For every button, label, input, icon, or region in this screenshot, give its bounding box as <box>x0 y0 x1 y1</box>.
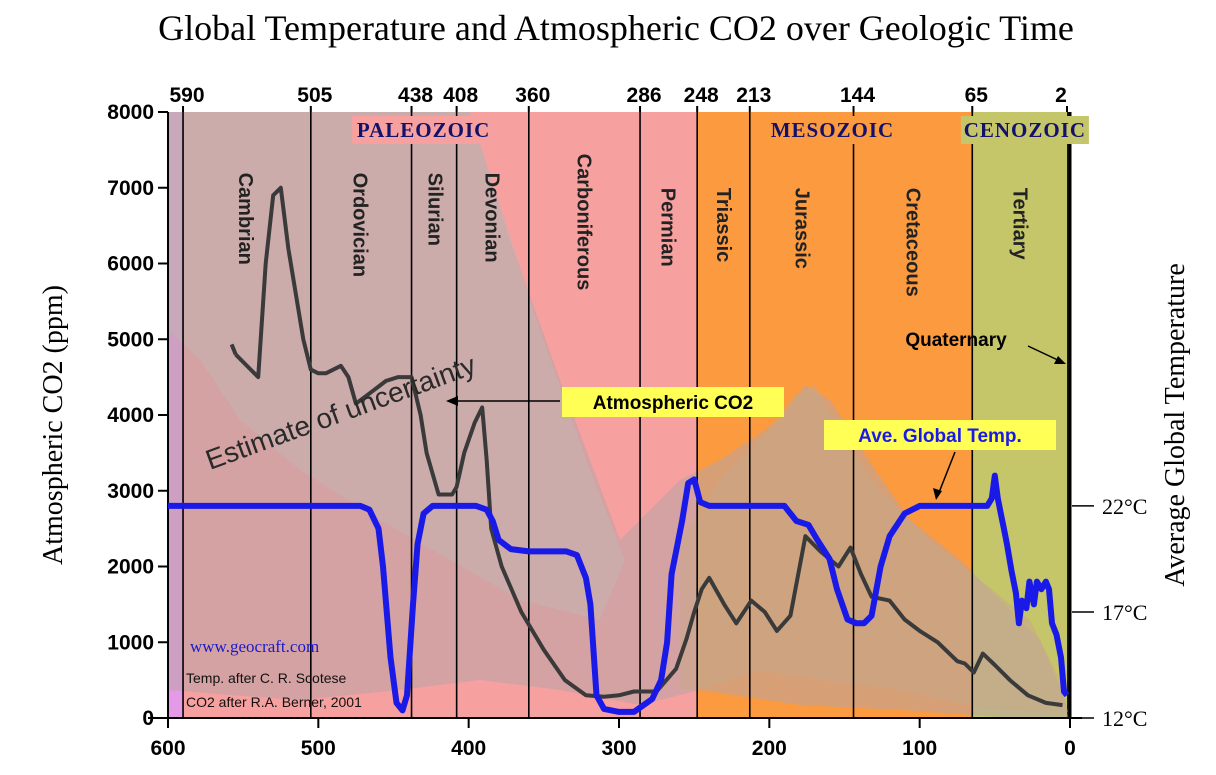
temp-arrow <box>937 451 956 496</box>
y-tick-label: 0 <box>142 707 154 730</box>
x-tick-label: 300 <box>601 737 636 760</box>
x-ticks: 600 500 400 300 200 100 0 <box>150 718 1076 760</box>
period-label-permian: Permian <box>657 188 679 267</box>
credit-temp: Temp. after C. R. Scotese <box>186 670 346 686</box>
period-label-silurian: Silurian <box>424 173 446 246</box>
credit-co2: CO2 after R.A. Berner, 2001 <box>186 694 362 710</box>
x-tick-label: 200 <box>752 737 787 760</box>
x-tick-label: 0 <box>1064 737 1076 760</box>
period-label-cretaceous: Cretaceous <box>902 188 924 297</box>
top-tick-label: 286 <box>627 84 662 107</box>
y-axis-title: Atmospheric CO2 (ppm) <box>38 285 69 565</box>
top-tick-label: 65 <box>965 84 989 107</box>
quaternary-label: Quaternary <box>905 330 1007 351</box>
top-tick-label: 2 <box>1055 84 1067 107</box>
credit-url: www.geocraft.com <box>190 637 319 656</box>
top-tick-label: 248 <box>684 84 719 107</box>
temp-label: Ave. Global Temp. <box>858 426 1022 447</box>
y-tick-label: 8000 <box>107 101 154 124</box>
era-label-paleozoic: PALEOZOIC <box>357 118 490 142</box>
top-tick-label: 438 <box>398 84 433 107</box>
era-label-group: MESOZOIC <box>768 116 897 144</box>
y-tick-label: 4000 <box>107 404 154 427</box>
x-tick-label: 400 <box>451 737 486 760</box>
temp-ticks: 22°C 17°C 12°C <box>1072 494 1147 731</box>
era-label-bg <box>960 116 1089 144</box>
period-label-ordovician: Ordovician <box>348 173 370 277</box>
y2-axis-title: Average Global Temperature <box>1160 263 1191 587</box>
co2-label: Atmospheric CO2 <box>593 393 753 414</box>
uncertainty-band-upper <box>168 112 625 620</box>
temp-series-line <box>168 472 1070 715</box>
y-tick-label: 6000 <box>107 253 154 276</box>
x-tick-label: 500 <box>301 737 336 760</box>
y-tick-label: 7000 <box>107 177 154 200</box>
era-labels: PALEOZOIC MESOZOIC CENOZOIC <box>352 116 1089 144</box>
y-tick-label: 5000 <box>107 328 154 351</box>
temp-tick-label: 22°C <box>1102 494 1147 519</box>
era-label-mesozoic: MESOZOIC <box>771 118 895 142</box>
period-label-jurassic: Jurassic <box>790 188 812 269</box>
period-label-carboniferous: Carboniferous <box>572 154 594 291</box>
band-quaternary <box>1066 112 1070 718</box>
x-tick-label: 100 <box>902 737 937 760</box>
co2-start-hook <box>229 343 238 356</box>
top-tick-label: 144 <box>840 84 875 107</box>
temp-tick-label: 12°C <box>1102 706 1147 731</box>
temp-label-box <box>824 420 1056 450</box>
top-tick-label: 590 <box>170 84 205 107</box>
top-tick-label: 360 <box>515 84 550 107</box>
era-label-bg <box>768 116 897 144</box>
temp-tick-label: 17°C <box>1102 600 1147 625</box>
period-label-tertiary: Tertiary <box>1008 188 1030 261</box>
top-tick-label: 505 <box>297 84 332 107</box>
period-label-triassic: Triassic <box>712 188 734 263</box>
y-tick-label: 2000 <box>107 556 154 579</box>
top-tick-label: 408 <box>443 84 478 107</box>
chart-title: Global Temperature and Atmospheric CO2 o… <box>158 8 1074 48</box>
period-label-devonian: Devonian <box>481 173 503 263</box>
era-label-cenozoic: CENOZOIC <box>964 118 1086 142</box>
top-tick-label: 213 <box>736 84 771 107</box>
period-labels: Cambrian Ordovician Silurian Devonian Carbon… <box>234 154 1030 297</box>
era-label-group: CENOZOIC <box>960 116 1089 144</box>
era-label-bg <box>352 116 496 144</box>
period-label-cambrian: Cambrian <box>234 173 256 265</box>
y-tick-label: 1000 <box>107 631 154 654</box>
y-ticks: 0 1000 2000 3000 4000 5000 6000 7000 8000 <box>107 101 168 730</box>
quaternary-arrowhead <box>1054 356 1066 364</box>
era-label-group: PALEOZOIC <box>352 116 496 144</box>
top-ticks: 590 505 438 408 360 286 248 213 144 65 2 <box>170 84 1068 112</box>
co2-arrowhead <box>446 396 458 406</box>
co2-label-box <box>562 387 784 417</box>
temp-arrowhead <box>933 488 942 500</box>
x-tick-label: 600 <box>150 737 185 760</box>
y-tick-label: 3000 <box>107 480 154 503</box>
